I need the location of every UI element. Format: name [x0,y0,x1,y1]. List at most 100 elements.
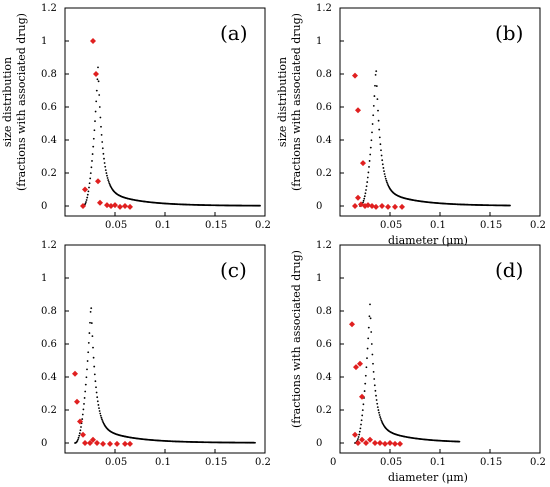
curve-point [378,128,381,131]
y-tick-label: 0.8 [316,306,332,317]
curve-point [372,362,374,365]
curve-point [90,166,93,169]
curve-point [88,182,91,185]
curve-point [89,311,92,313]
curve-point [85,201,87,203]
drug-fraction-point [82,186,88,193]
drug-fraction-point [95,178,101,185]
x-tick-label: 0.05 [105,457,127,468]
curve-point [374,84,376,87]
drug-fraction-point [357,360,363,367]
panel-c: 0 0.2 0.4 0.6 0.8 1 1.2 0.05 0.1 0.15 0.2 (c) [41,240,271,468]
curve-point [100,125,102,128]
drug-fraction-point [80,431,86,438]
drug-fraction-point [367,436,373,443]
drug-fraction-point [365,202,371,209]
x-tick-label: 0.2 [530,457,546,468]
drug-fraction-point [80,203,86,209]
curve-point [375,70,378,73]
curve-point [366,181,369,183]
drug-fraction-point [392,203,398,210]
drug-fraction-point [117,203,123,210]
curve-point [93,129,96,132]
drug-fraction-point [77,418,83,425]
drug-fraction-point [369,203,375,209]
curve-point [381,163,384,166]
curve-point [79,429,82,432]
curve-point [386,181,388,184]
x-tick-label: 0.2 [255,220,271,231]
curve-point [363,195,366,198]
drug-fraction-point [360,160,366,167]
curve-point [386,183,389,185]
curve-point [378,136,381,139]
y-tick-label: 1.2 [316,3,332,14]
drug-fraction-point [382,440,388,447]
curve-point [89,177,92,180]
curve-point [367,326,370,329]
curve-point [369,146,372,149]
drug-fraction-point [74,398,80,405]
curve-point [372,105,375,107]
y-tick-label: 1.2 [41,3,57,14]
drug-fraction-point [108,203,114,209]
curve-point [359,427,362,430]
curve-point [95,391,98,394]
x-tick-label: 0.05 [105,220,127,231]
curve-point [364,374,367,377]
curve-point [76,439,79,442]
y-tick-label: 0.4 [41,135,57,146]
y-tick-label: 0.4 [316,372,332,383]
curve-point [458,440,461,443]
curve-point [375,394,377,397]
curve-point [98,94,101,96]
curve-point [108,182,111,185]
y-tick-label: 0 [316,201,322,212]
y-axis-label-secondary: (fractions with associated drug) [290,250,303,428]
curve-point [106,174,108,177]
curve-point [86,196,89,199]
curve-point [103,157,105,160]
y-tick-label: 0 [316,438,322,449]
curve-point [381,159,384,162]
curve-point [86,360,89,362]
drug-fraction-point [72,370,78,377]
curve-point [103,162,106,164]
curve-point [93,365,96,368]
y-axis-label-secondary: (fractions with associated drug) [290,13,303,191]
y-axis-label: size distribution [276,57,289,147]
curve-point [372,370,375,373]
curve-point [376,98,379,101]
drug-fraction-point [387,440,393,446]
curve-point [376,406,379,409]
curve-point [371,131,373,134]
x-tick-label: 0.15 [205,457,227,468]
curve-point [380,419,383,422]
curve-point [92,346,94,349]
curve-point [94,110,97,113]
y-tick-label: 0.4 [41,372,57,383]
drug-fraction-point [352,203,358,209]
curve-point [367,337,370,340]
curve-point [362,199,365,202]
y-tick-label: 0.8 [316,69,332,80]
curve-point [84,202,87,205]
curve-point [365,185,368,188]
drug-fraction-point [127,440,133,447]
curve-point [380,154,383,157]
curve-point [101,418,103,421]
curve-point [363,390,366,392]
curve-point [370,331,373,333]
x-tick-label: 0.1 [430,457,446,468]
y-tick-label: 0.2 [41,405,57,416]
curve-point [89,321,91,324]
curve-point [89,172,92,175]
curve-point [380,149,382,152]
drug-fraction-point [97,199,103,206]
curve-point [101,141,104,143]
curve-point [385,179,388,182]
y-tick-label: 0 [41,201,47,212]
curve-point [371,353,374,356]
curve-point [107,179,110,181]
curve-point [86,368,88,371]
